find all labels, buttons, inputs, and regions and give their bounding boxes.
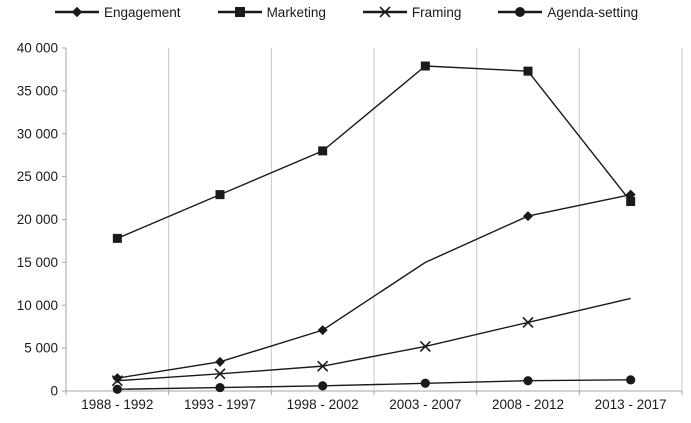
marker-circle-agenda-setting	[215, 382, 225, 393]
y-axis-tick-label: 10 000	[17, 298, 58, 313]
series-line-engagement	[117, 193, 631, 379]
marker-square-marketing	[318, 146, 328, 156]
marker-x-framing	[522, 316, 534, 328]
chart-legend: Engagement Marketing Framing Agenda-sett…	[54, 3, 638, 21]
y-axis-tick-label: 30 000	[17, 126, 58, 141]
y-axis-tick-label: 5 000	[24, 341, 58, 356]
marker-circle-agenda-setting	[420, 378, 430, 388]
legend-item-framing: Framing	[362, 4, 462, 20]
series-line-agenda-setting	[117, 379, 631, 390]
legend-item-agenda-setting: Agenda-setting	[497, 5, 638, 20]
marker-square-marketing	[420, 61, 430, 71]
diamond-marker-icon	[55, 6, 99, 18]
x-axis-category-label: 2008 - 2012	[492, 397, 564, 412]
y-axis-tick-label: 40 000	[17, 41, 58, 56]
marker-x-framing	[317, 360, 329, 372]
marker-square-marketing	[112, 233, 122, 243]
marker-diamond-engagement	[215, 356, 225, 367]
marker-circle-agenda-setting	[318, 381, 328, 391]
circle-marker-icon	[498, 7, 543, 17]
x-marker-icon	[362, 6, 407, 18]
x-axis-category-label: 2013 - 2017	[595, 397, 667, 412]
legend-item-marketing: Marketing	[217, 5, 326, 20]
marker-circle-agenda-setting	[523, 376, 533, 386]
marker-square-marketing	[523, 66, 533, 76]
square-marker-icon	[217, 7, 262, 17]
y-axis-tick-label: 25 000	[17, 169, 58, 184]
marker-x-framing	[111, 375, 123, 387]
y-axis-tick-label: 15 000	[17, 255, 58, 270]
legend-item-engagement: Engagement	[54, 5, 181, 20]
x-axis-category-label: 2003 - 2007	[389, 397, 461, 412]
series-line-framing	[117, 297, 631, 382]
y-axis-tick-label: 20 000	[17, 212, 58, 227]
y-axis-tick-label: 0	[50, 384, 58, 399]
marker-square-marketing	[626, 196, 636, 206]
y-axis-tick-label: 35 000	[17, 83, 58, 98]
marker-x-framing	[214, 368, 226, 380]
x-axis-category-label: 1988 - 1992	[81, 397, 153, 412]
marker-diamond-engagement	[317, 325, 328, 336]
marker-diamond-engagement	[523, 211, 533, 222]
marker-circle-agenda-setting	[112, 384, 122, 394]
legend-label-marketing: Marketing	[266, 4, 326, 20]
marker-x-framing	[419, 340, 431, 352]
legend-label-agenda-setting: Agenda-setting	[547, 4, 639, 20]
marker-square-marketing	[215, 190, 225, 200]
marker-circle-agenda-setting	[626, 375, 636, 385]
legend-label-framing: Framing	[411, 4, 462, 20]
x-axis-category-label: 1993 - 1997	[184, 397, 256, 412]
x-axis-category-label: 1998 - 2002	[287, 397, 359, 412]
series-line-marketing	[117, 65, 632, 240]
legend-label-engagement: Engagement	[104, 4, 181, 20]
